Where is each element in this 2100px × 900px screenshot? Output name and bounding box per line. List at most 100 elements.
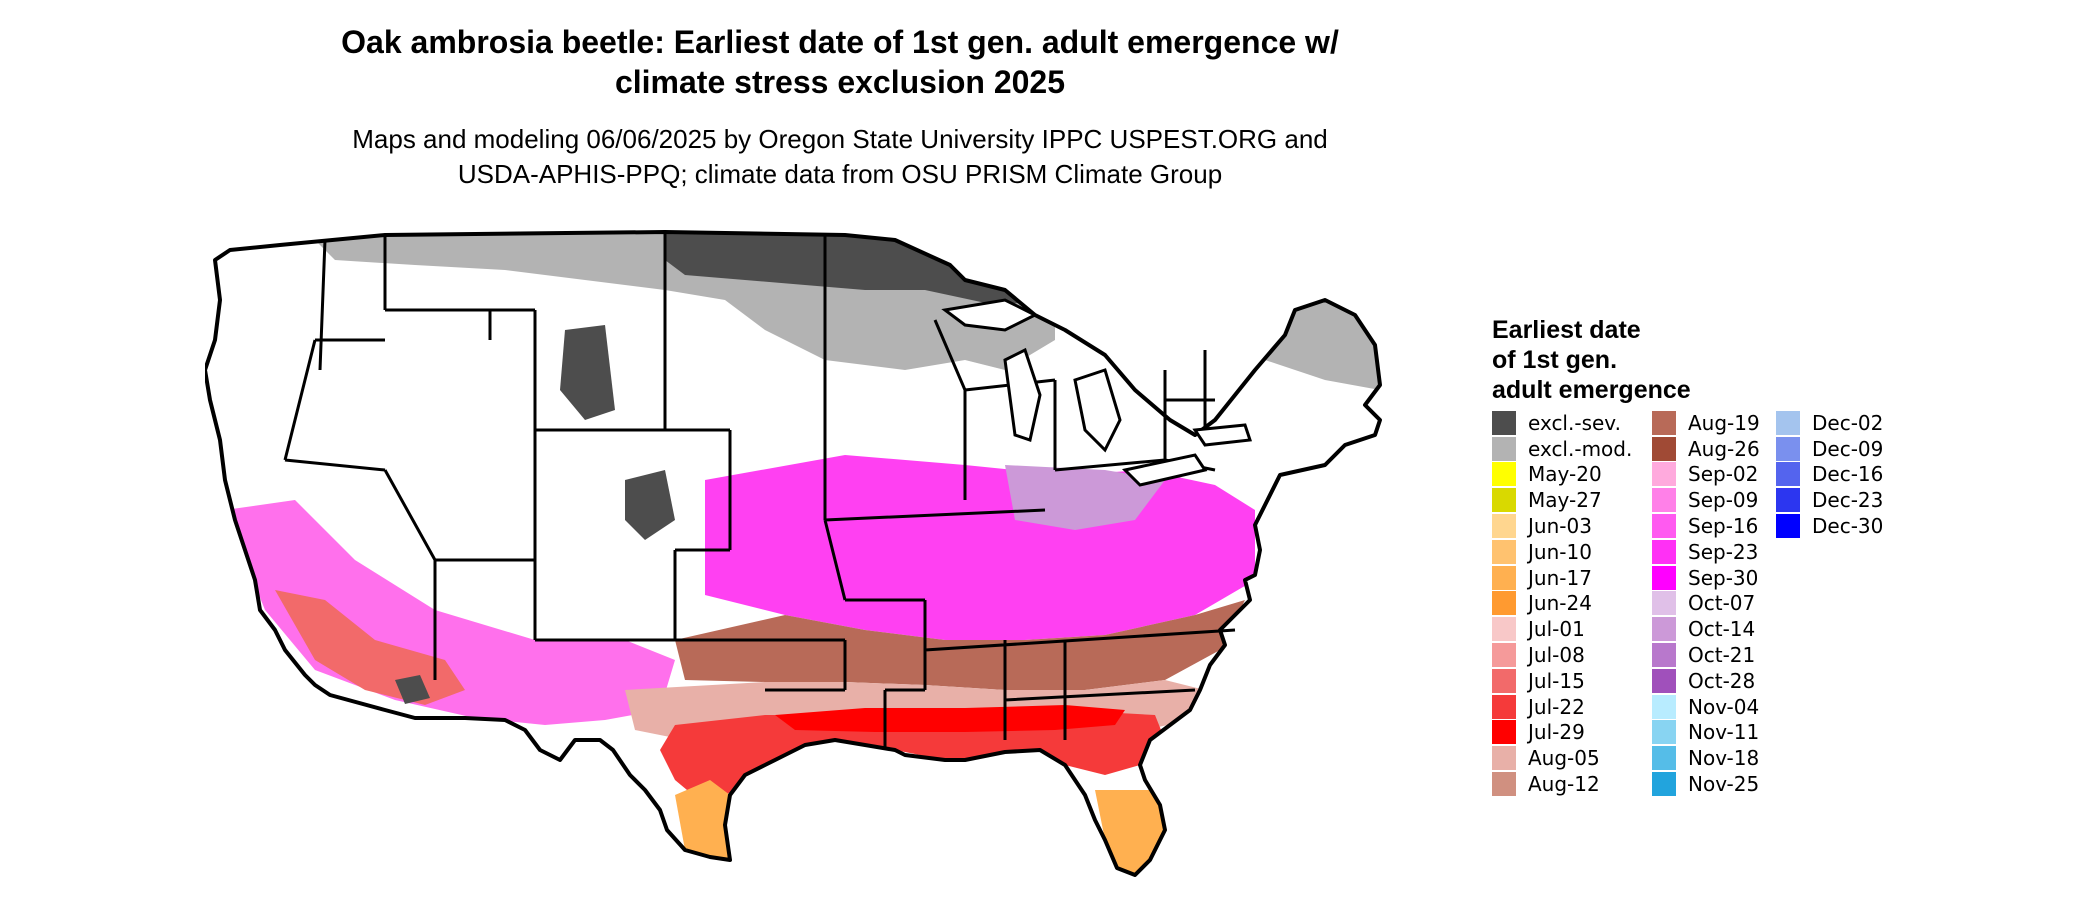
legend-item: Sep-16 [1652,513,1760,539]
legend-item: Nov-04 [1652,694,1760,720]
legend-label: Nov-11 [1688,720,1760,745]
legend-label: Jun-17 [1528,565,1592,590]
zone-purple-band [705,455,1255,640]
legend-label: Sep-02 [1688,462,1759,487]
legend-column-2: Aug-19 Aug-26 Sep-02 Sep-09 Sep-16 Sep-23 Sep-… [1652,410,1760,797]
legend-swatch [1492,488,1516,513]
map-title: Oak ambrosia beetle: Earliest date of 1s… [0,22,1680,102]
legend-item: Jun-24 [1492,591,1632,617]
legend-swatch [1776,514,1800,539]
legend-title-line-1: Earliest date [1492,316,1641,344]
legend-column-3: Dec-02 Dec-09 Dec-16 Dec-23 Dec-30 [1776,410,1883,539]
legend-label: Sep-23 [1688,539,1759,564]
legend-label: excl.-mod. [1528,436,1633,461]
legend-swatch [1776,462,1800,487]
map-title-line-2: climate stress exclusion 2025 [614,64,1066,100]
legend-item: Jul-22 [1492,694,1632,720]
legend-label: Nov-25 [1688,772,1760,797]
legend-item: Sep-30 [1652,565,1760,591]
legend-label: Sep-16 [1688,514,1759,539]
us-emergence-map [205,230,1382,877]
legend-item: Dec-09 [1776,436,1883,462]
legend-swatch [1776,410,1800,435]
legend-label: Sep-30 [1688,565,1759,590]
state-boundaries [283,232,1236,750]
legend-swatch [1492,694,1516,719]
legend-label: Oct-21 [1688,643,1756,668]
legend-swatch [1652,694,1676,719]
legend-title-line-2: of 1st gen. [1492,346,1618,374]
legend-item: Dec-30 [1776,513,1883,539]
map-subtitle-line-1: Maps and modeling 06/06/2025 by Oregon S… [352,124,1328,154]
legend-label: Aug-26 [1688,436,1760,461]
legend-swatch [1492,668,1516,693]
legend-item: Jun-03 [1492,513,1632,539]
legend-swatch [1492,617,1516,642]
legend-swatch [1492,436,1516,461]
legend-item: Jul-15 [1492,668,1632,694]
zone-brown-band [675,600,1245,690]
legend-swatch [1652,772,1676,797]
legend-label: Jul-29 [1528,720,1585,745]
legend-swatch [1652,720,1676,745]
zone-bright-red-core [775,705,1125,732]
legend-label: Aug-05 [1528,746,1600,771]
legend-swatch [1492,746,1516,771]
legend-swatch [1492,720,1516,745]
legend-swatch [1492,772,1516,797]
legend-label: Dec-30 [1812,514,1884,539]
legend-item: Dec-16 [1776,462,1883,488]
legend-item: Oct-28 [1652,668,1760,694]
legend-item: Jul-08 [1492,642,1632,668]
legend-title: Earliest date of 1st gen. adult emergenc… [1492,315,1691,405]
zone-southwest-excl [395,675,430,704]
legend-item: May-20 [1492,462,1632,488]
legend-item: Aug-05 [1492,745,1632,771]
legend-swatch [1492,462,1516,487]
us-outline [205,230,1382,877]
legend-label: Sep-09 [1688,488,1759,513]
legend-swatch [1652,539,1676,564]
legend-swatch [1652,514,1676,539]
legend-swatch [1652,643,1676,668]
legend-swatch [1492,514,1516,539]
legend-swatch [1492,643,1516,668]
legend-item: Sep-02 [1652,462,1760,488]
legend-title-line-3: adult emergence [1492,376,1691,404]
legend-item: Aug-12 [1492,771,1632,797]
legend-item: Jun-17 [1492,565,1632,591]
zone-orange-florida [1095,790,1165,875]
legend-label: Jul-01 [1528,617,1585,642]
legend-swatch [1492,591,1516,616]
legend-swatch [1652,436,1676,461]
legend-item: Sep-23 [1652,539,1760,565]
legend-label: Dec-02 [1812,410,1884,435]
legend-item: excl.-mod. [1492,436,1632,462]
emergence-zones [225,232,1380,875]
legend-item: Oct-21 [1652,642,1760,668]
legend-swatch [1492,565,1516,590]
legend-swatch [1652,410,1676,435]
legend-label: Aug-19 [1688,410,1760,435]
legend-label: Jun-10 [1528,539,1592,564]
legend-item: Sep-09 [1652,487,1760,513]
legend-item: Jul-29 [1492,720,1632,746]
legend-label: Jun-24 [1528,591,1592,616]
great-lakes [941,298,1253,487]
legend-item: Aug-26 [1652,436,1760,462]
legend-swatch [1652,565,1676,590]
legend-swatch [1652,617,1676,642]
legend-label: Jul-08 [1528,643,1585,668]
legend-label: Oct-28 [1688,668,1756,693]
legend-item: Oct-14 [1652,616,1760,642]
legend-item: excl.-sev. [1492,410,1632,436]
legend-item: Aug-19 [1652,410,1760,436]
legend-label: May-20 [1528,462,1602,487]
legend-label: Aug-12 [1528,772,1600,797]
legend-item: Nov-11 [1652,720,1760,746]
legend-label: excl.-sev. [1528,410,1621,435]
legend-swatch [1492,410,1516,435]
legend-swatch [1652,462,1676,487]
legend-column-1: excl.-sev. excl.-mod. May-20 May-27 Jun-03 Ju… [1492,410,1632,797]
legend-swatch [1652,591,1676,616]
